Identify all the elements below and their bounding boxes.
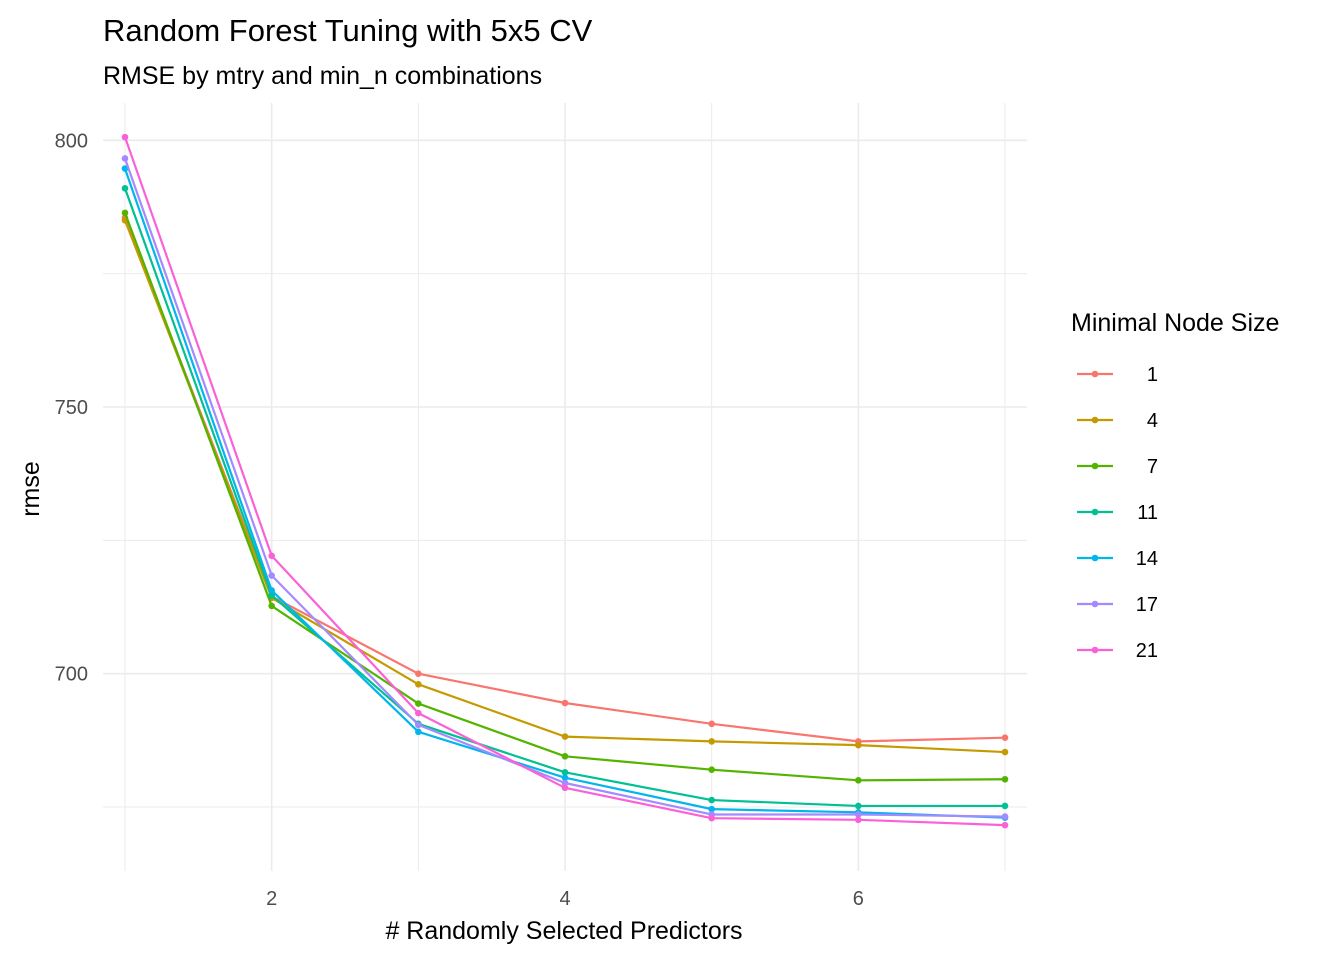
legend-item-7: 7 bbox=[1077, 456, 1158, 478]
legend-title: Minimal Node Size bbox=[1071, 309, 1279, 337]
legend-item-11: 11 bbox=[1077, 502, 1158, 524]
data-point bbox=[561, 733, 569, 740]
legend-key-point bbox=[1091, 554, 1099, 562]
data-point bbox=[561, 753, 569, 760]
data-point bbox=[1001, 734, 1009, 741]
y-axis-ticks: 700 750 800 bbox=[55, 130, 88, 685]
series-7 bbox=[121, 209, 1009, 784]
data-point bbox=[561, 774, 569, 781]
data-point bbox=[855, 811, 862, 818]
data-point bbox=[708, 814, 715, 822]
y-axis-title: rmse bbox=[17, 461, 45, 517]
legend-label: 17 bbox=[1136, 594, 1158, 616]
data-point bbox=[1001, 748, 1009, 756]
data-point bbox=[268, 552, 275, 560]
legend-item-14: 14 bbox=[1077, 548, 1158, 570]
series-17 bbox=[121, 155, 1009, 820]
legend-item-17: 17 bbox=[1077, 594, 1158, 616]
x-tick-label: 6 bbox=[853, 888, 864, 910]
data-point bbox=[121, 209, 129, 217]
data-point bbox=[855, 741, 862, 749]
data-point bbox=[415, 728, 422, 736]
data-point bbox=[121, 185, 129, 192]
x-axis-title: # Randomly Selected Predictors bbox=[385, 917, 742, 945]
data-point bbox=[268, 602, 275, 610]
legend-key-point bbox=[1091, 370, 1099, 378]
legend-item-4: 4 bbox=[1077, 410, 1158, 432]
legend-key-point bbox=[1091, 600, 1099, 608]
legend-label: 11 bbox=[1137, 502, 1158, 524]
series-lines bbox=[121, 133, 1009, 829]
legend-label: 7 bbox=[1147, 456, 1158, 478]
data-point bbox=[561, 769, 569, 776]
data-point bbox=[121, 165, 129, 172]
data-point bbox=[415, 709, 422, 717]
data-point bbox=[708, 805, 715, 813]
x-axis-ticks: 2 4 6 bbox=[266, 888, 864, 910]
data-point bbox=[415, 700, 422, 707]
x-tick-label: 2 bbox=[266, 888, 277, 910]
data-point bbox=[855, 777, 862, 784]
legend-label: 4 bbox=[1147, 410, 1158, 432]
legend-key-point bbox=[1091, 416, 1099, 424]
legend-item-1: 1 bbox=[1077, 364, 1158, 386]
chart-title: Random Forest Tuning with 5x5 CV bbox=[103, 13, 593, 48]
legend-item-21: 21 bbox=[1077, 640, 1158, 662]
data-point bbox=[855, 816, 862, 824]
series-21 bbox=[121, 133, 1009, 829]
legend-label: 1 bbox=[1147, 364, 1158, 386]
data-point bbox=[561, 699, 569, 707]
data-point bbox=[1001, 802, 1009, 810]
data-point bbox=[268, 591, 275, 599]
data-point bbox=[121, 133, 129, 141]
y-tick-label: 750 bbox=[55, 397, 88, 419]
y-tick-label: 800 bbox=[55, 130, 88, 152]
legend-label: 21 bbox=[1136, 640, 1158, 662]
data-point bbox=[708, 720, 715, 728]
data-point bbox=[708, 796, 715, 804]
x-tick-label: 4 bbox=[559, 888, 570, 910]
legend-key-point bbox=[1091, 646, 1099, 654]
data-point bbox=[415, 670, 422, 677]
data-point bbox=[855, 802, 862, 810]
data-point bbox=[708, 738, 715, 745]
legend-label: 14 bbox=[1136, 548, 1158, 570]
data-point bbox=[121, 155, 129, 162]
chart-subtitle: RMSE by mtry and min_n combinations bbox=[103, 62, 542, 90]
data-point bbox=[1001, 813, 1009, 820]
data-point bbox=[561, 784, 569, 792]
legend-key-point bbox=[1091, 462, 1099, 470]
data-point bbox=[1001, 775, 1009, 783]
data-point bbox=[268, 572, 275, 579]
data-point bbox=[415, 681, 422, 688]
data-point bbox=[561, 779, 569, 787]
y-tick-label: 700 bbox=[55, 664, 88, 686]
plot-panel bbox=[103, 103, 1027, 871]
data-point bbox=[1001, 821, 1009, 829]
data-point bbox=[268, 587, 275, 594]
data-point bbox=[708, 766, 715, 773]
data-point bbox=[415, 721, 422, 729]
legend-key-point bbox=[1091, 508, 1099, 516]
